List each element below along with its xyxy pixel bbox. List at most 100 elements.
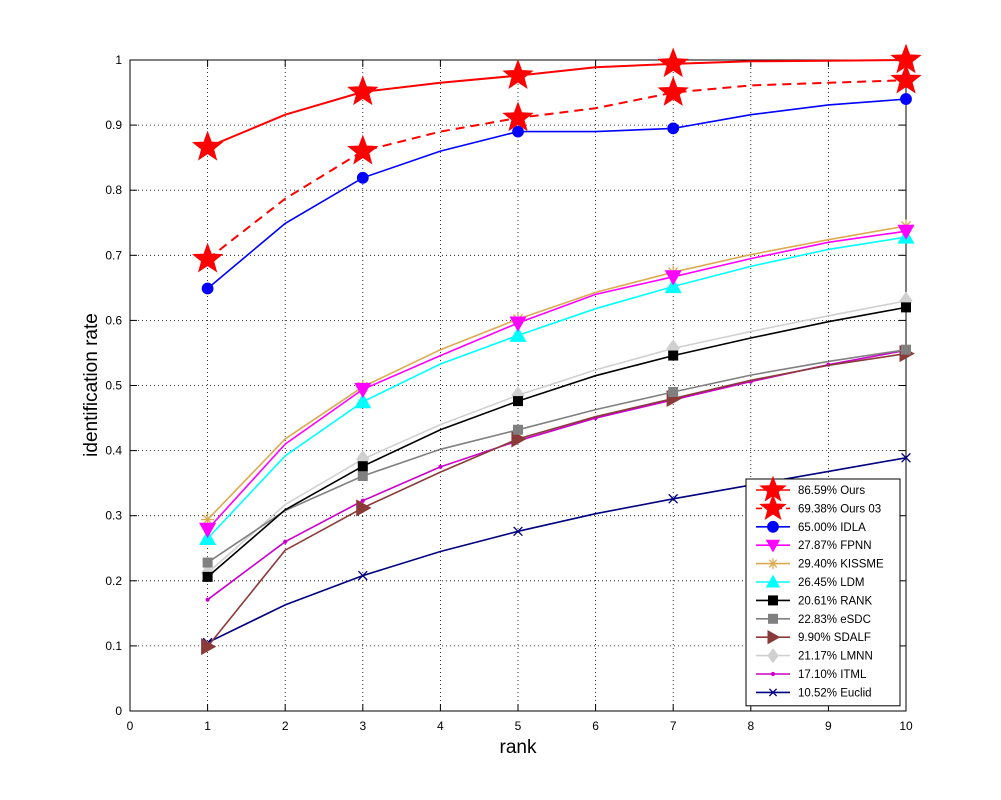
data-point [509,316,527,332]
y-axis-label: identification rate [81,313,102,457]
data-point [357,461,368,472]
legend-label: 10.52% Euclid [798,687,872,699]
x-tick-label: 10 [899,719,913,733]
data-point [201,282,214,295]
y-tick-label: 0.2 [105,574,122,588]
series-line [206,79,907,260]
series-9 [201,345,915,656]
data-point [668,387,679,398]
data-point [513,424,523,435]
legend-label: 69.38% Ours 03 [798,503,881,515]
data-point [890,43,922,74]
legend-label: 22.83% eSDC [798,614,871,626]
data-point [201,638,217,656]
legend-label: 20.61% RANK [798,595,872,607]
data-point [201,513,215,527]
legend-marker [767,648,779,664]
legend-marker [768,688,778,697]
legend-label: 29.40% KISSME [798,559,884,571]
series-2 [191,63,922,273]
data-point [356,499,372,517]
series-7 [202,302,911,582]
legend-label: 17.10% ITML [798,669,867,681]
series-line [207,236,907,540]
series-line [207,59,907,149]
x-tick-label: 6 [592,719,599,733]
data-point [664,277,682,294]
series-line [207,300,907,574]
data-point [357,470,368,481]
data-point [202,557,213,568]
legend-marker [770,671,776,677]
axis-ticks: 0 1 2 3 4 5 6 7 8 9 10 0 0.1 0.2 0.3 0.4 0.5 0.6 0.7 0.8 0.9… [105,53,913,733]
x-tick-label: 3 [359,719,366,733]
data-point [513,396,523,407]
series-group [191,43,922,656]
data-point [438,464,443,469]
y-tick-label: 0.9 [105,118,122,132]
series-6 [199,228,915,545]
legend-marker [767,558,779,569]
y-tick-label: 0.5 [105,379,122,393]
data-point [513,526,523,537]
data-point [357,570,368,581]
x-tick-label: 8 [747,719,754,733]
legend-marker [768,613,778,624]
x-tick-label: 7 [670,719,677,733]
data-point [347,75,379,106]
data-point [901,302,911,313]
legend-label: 65.00% IDLA [798,522,866,534]
data-point [199,522,217,539]
legend-label: 86.59% Ours [798,485,865,497]
data-point [901,344,911,355]
series-line [207,225,907,521]
legend-marker [765,539,781,553]
series-line [207,348,907,564]
y-tick-label: 1 [115,53,122,67]
y-tick-label: 0.7 [105,248,122,262]
legend-label: 9.90% SDALF [798,632,871,644]
legend-marker [768,595,778,606]
x-tick-label: 4 [437,719,444,733]
data-point [283,539,288,544]
data-point [512,125,524,138]
data-point [657,47,689,78]
legend: 86.59% Ours 69.38% Ours 03 65.00% IDLA 27.8… [745,475,901,707]
grid [130,60,906,711]
x-tick-label: 1 [204,719,211,733]
legend-marker [759,493,787,521]
data-point [502,101,534,132]
series-3 [201,93,912,295]
series-1 [191,43,922,161]
data-point [360,498,365,503]
legend-label: 21.17% LMNN [798,651,873,663]
data-point [668,493,679,504]
legend-label: 27.87% FPNN [798,540,872,552]
legend-label: 26.45% LDM [798,577,864,589]
legend-box [745,478,901,707]
y-tick-label: 0.6 [105,313,122,327]
data-point [356,171,369,184]
data-point [354,382,372,399]
series-line [207,457,907,644]
data-point [900,93,912,105]
data-point [897,224,915,240]
y-tick-label: 0.1 [105,639,122,653]
data-point [664,270,682,286]
data-point [901,452,911,463]
data-point [511,430,527,448]
y-tick-label: 0.8 [105,183,122,197]
data-point [509,326,527,342]
data-point [347,134,379,165]
legend-marker [767,630,781,645]
data-point [890,63,922,94]
legend-marker [767,520,779,533]
x-axis-label: rank [500,737,537,758]
data-point [502,59,534,89]
data-point [668,350,679,361]
series-line [207,306,907,578]
data-point [667,122,680,135]
x-tick-label: 2 [282,719,289,733]
series-4 [199,224,915,539]
series-line [207,98,907,290]
